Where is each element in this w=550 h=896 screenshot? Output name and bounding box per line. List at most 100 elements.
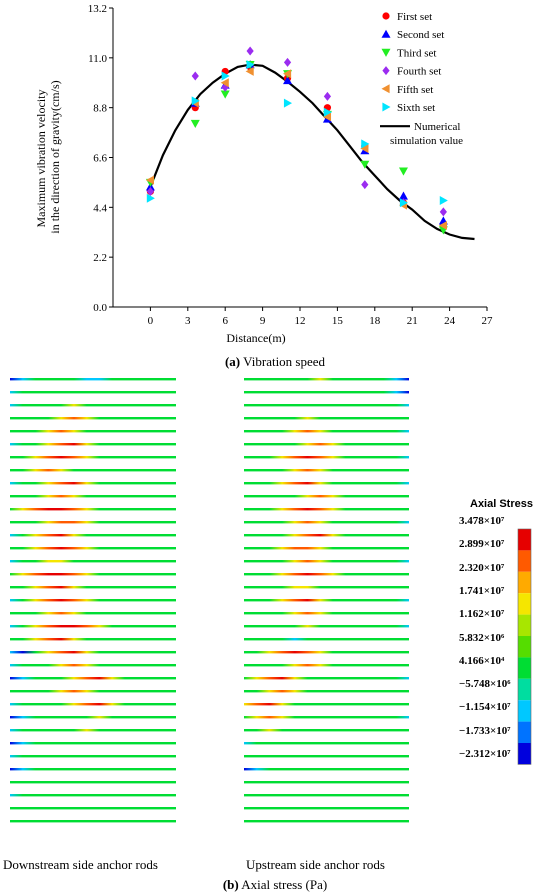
downstream-rod — [10, 651, 176, 654]
y-tick-label: 0.0 — [93, 302, 107, 314]
data-point-series-3 — [190, 119, 200, 129]
upstream-rod — [244, 547, 409, 550]
downstream-rod — [10, 469, 176, 472]
colorbar-label: 2.320×10⁷ — [459, 561, 505, 574]
y-axis-label: Maximum vibration velocity in the direct… — [34, 80, 62, 233]
upstream-rod — [244, 469, 409, 472]
x-tick-label: 21 — [407, 315, 418, 327]
colorbar-label: −2.312×10⁷ — [459, 748, 511, 760]
data-point-series-6 — [146, 193, 155, 203]
colorbar-label: −1.733×10⁷ — [459, 724, 511, 737]
colorbar-swatch — [518, 636, 531, 658]
data-point-series-6 — [399, 198, 408, 208]
caption-b-letter: (b) — [222, 877, 239, 892]
data-point-series-6 — [221, 71, 230, 81]
legend-label: Second set — [397, 29, 444, 41]
upstream-rod — [244, 482, 409, 485]
upstream-rod — [244, 716, 409, 719]
data-points — [145, 46, 448, 235]
x-tick-label: 3 — [185, 315, 191, 327]
colorbar-swatch — [518, 743, 531, 765]
data-point-series-5 — [360, 143, 369, 153]
data-point-series-3 — [220, 90, 230, 99]
upstream-rod — [244, 638, 409, 641]
downstream-rod — [10, 430, 176, 433]
downstream-rod — [10, 781, 176, 784]
x-tick-label: 27 — [482, 315, 494, 327]
upstream-rod — [244, 404, 409, 407]
colorbar-label: 1.741×10⁷ — [459, 584, 505, 597]
downstream-rod — [10, 391, 176, 394]
y-tick-label: 2.2 — [93, 252, 107, 264]
downstream-rod — [10, 378, 176, 381]
upstream-rod — [244, 781, 409, 784]
downstream-label: Downstream side anchor rods — [3, 857, 158, 872]
x-tick-label: 18 — [369, 315, 381, 327]
legend-marker — [382, 102, 391, 112]
colorbar-swatch — [518, 614, 531, 636]
x-tick-label: 0 — [148, 315, 154, 327]
colorbar-label: 4.166×10⁴ — [459, 654, 505, 667]
data-point-series-4 — [283, 57, 292, 67]
upstream-rods — [244, 378, 409, 823]
data-point-series-4 — [361, 180, 369, 190]
downstream-rod — [10, 573, 176, 576]
upstream-rod — [244, 651, 409, 654]
colorbar-swatch — [518, 700, 531, 722]
data-point-series-4 — [191, 71, 199, 81]
legend-marker — [381, 29, 391, 38]
vibration-chart: 0 3 6 9 12 15 18 21 24 270.02.24.46.68.811.013.2 … — [34, 3, 493, 345]
upstream-rod — [244, 456, 409, 459]
upstream-rod — [244, 742, 409, 745]
downstream-rod — [10, 443, 176, 446]
legend-marker — [381, 48, 391, 57]
legend-marker — [381, 84, 390, 94]
colorbar-label: 2.899×10⁷ — [459, 538, 505, 551]
downstream-rod — [10, 794, 176, 797]
y-tick-label: 4.4 — [93, 202, 107, 214]
legend-label: Third set — [397, 47, 436, 59]
data-point-series-6 — [246, 60, 255, 70]
data-point-series-2 — [398, 191, 408, 200]
upstream-rod — [244, 534, 409, 537]
colorbar-swatch — [518, 529, 531, 551]
colorbar-title: Axial Stress — [470, 498, 533, 510]
downstream-rod — [10, 729, 176, 732]
data-point-series-2 — [283, 75, 293, 85]
data-point-series-4 — [323, 91, 332, 101]
legend-marker — [382, 66, 390, 76]
upstream-rod — [244, 664, 409, 667]
chart-legend: First set Second set Third set Fourth set Fi… — [380, 11, 463, 147]
data-point-series-5 — [220, 78, 229, 88]
legend-label: Sixth set — [397, 102, 435, 114]
data-point-series-4 — [146, 186, 154, 196]
y-tick-label: 6.6 — [93, 153, 107, 165]
data-point-series-5 — [245, 66, 254, 76]
simulation-curve — [149, 63, 475, 241]
colorbar-label: 1.162×10⁷ — [459, 608, 505, 621]
upstream-rod — [244, 573, 409, 576]
colorbar-frame — [517, 528, 532, 765]
upstream-rod — [244, 755, 409, 758]
downstream-rod — [10, 456, 176, 459]
anchor-rods-figure — [10, 378, 532, 823]
data-point-series-6 — [439, 196, 448, 206]
caption-b-text: Axial stress (Pa) — [238, 877, 328, 892]
upstream-rod — [244, 690, 409, 693]
upstream-rod — [244, 430, 409, 433]
x-tick-label: 15 — [332, 315, 344, 327]
chart-ticks: 0 3 6 9 12 15 18 21 24 27 0.0 2.2 4.4 6.6 8.8 11.0 13.2 — [88, 3, 493, 327]
colorbar-swatch — [518, 593, 531, 615]
x-tick-label: 6 — [222, 315, 228, 327]
data-point-series-3 — [360, 160, 370, 169]
colorbar-label: −1.154×10⁷ — [459, 701, 511, 714]
upstream-label: Upstream side anchor rods — [246, 857, 385, 872]
upstream-rod — [244, 820, 409, 823]
legend-label: Fifth set — [397, 84, 433, 96]
data-point-series-4 — [246, 46, 254, 56]
downstream-rod — [10, 404, 176, 407]
downstream-rod — [10, 716, 176, 719]
downstream-rod — [10, 560, 176, 563]
downstream-rod — [10, 586, 176, 589]
downstream-rod — [10, 612, 176, 615]
